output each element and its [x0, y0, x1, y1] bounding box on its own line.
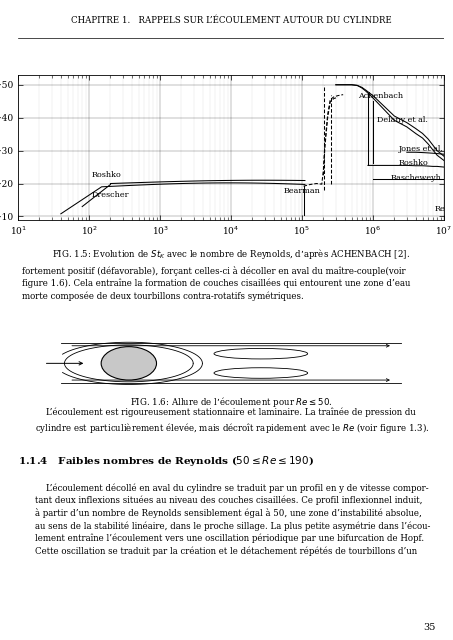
Text: 35: 35 — [423, 623, 435, 632]
Text: Rascheweyh: Rascheweyh — [391, 174, 442, 182]
Text: 1.1.4   Faibles nombres de Reynolds ($50 \leq Re \leq 190$): 1.1.4 Faibles nombres de Reynolds ($50 \… — [18, 454, 314, 468]
Ellipse shape — [101, 347, 157, 380]
Text: CHAPITRE 1.   RAPPELS SUR L’ÉCOULEMENT AUTOUR DU CYLINDRE: CHAPITRE 1. RAPPELS SUR L’ÉCOULEMENT AUT… — [71, 16, 391, 25]
Text: Jones et al.: Jones et al. — [399, 145, 443, 153]
Text: L’écoulement est rigoureusement stationnaire et laminaire. La traînée de pressio: L’écoulement est rigoureusement stationn… — [35, 407, 429, 435]
Text: FIG. 1.6: Allure de l’écoulement pour $Re \leq 50$.: FIG. 1.6: Allure de l’écoulement pour $R… — [130, 395, 333, 409]
Text: fortement positif (défavorable), forçant celles-ci à décoller en aval du maître-: fortement positif (défavorable), forçant… — [22, 266, 411, 301]
Text: Roshko: Roshko — [92, 171, 122, 179]
Text: Roshko: Roshko — [399, 159, 429, 168]
Text: FIG. 1.5: Evolution de $St_K$ avec le nombre de Reynolds, d’après ACHENBACH [2].: FIG. 1.5: Evolution de $St_K$ avec le no… — [52, 247, 410, 261]
Text: Achenbach: Achenbach — [358, 92, 403, 100]
Text: Bearman: Bearman — [284, 187, 320, 195]
Text: Delany et al.: Delany et al. — [377, 116, 428, 124]
Text: Re: Re — [435, 205, 446, 212]
Text: L’écoulement décollé en aval du cylindre se traduit par un profil en y de vitess: L’écoulement décollé en aval du cylindre… — [35, 483, 430, 556]
Text: Drescher: Drescher — [92, 191, 130, 199]
